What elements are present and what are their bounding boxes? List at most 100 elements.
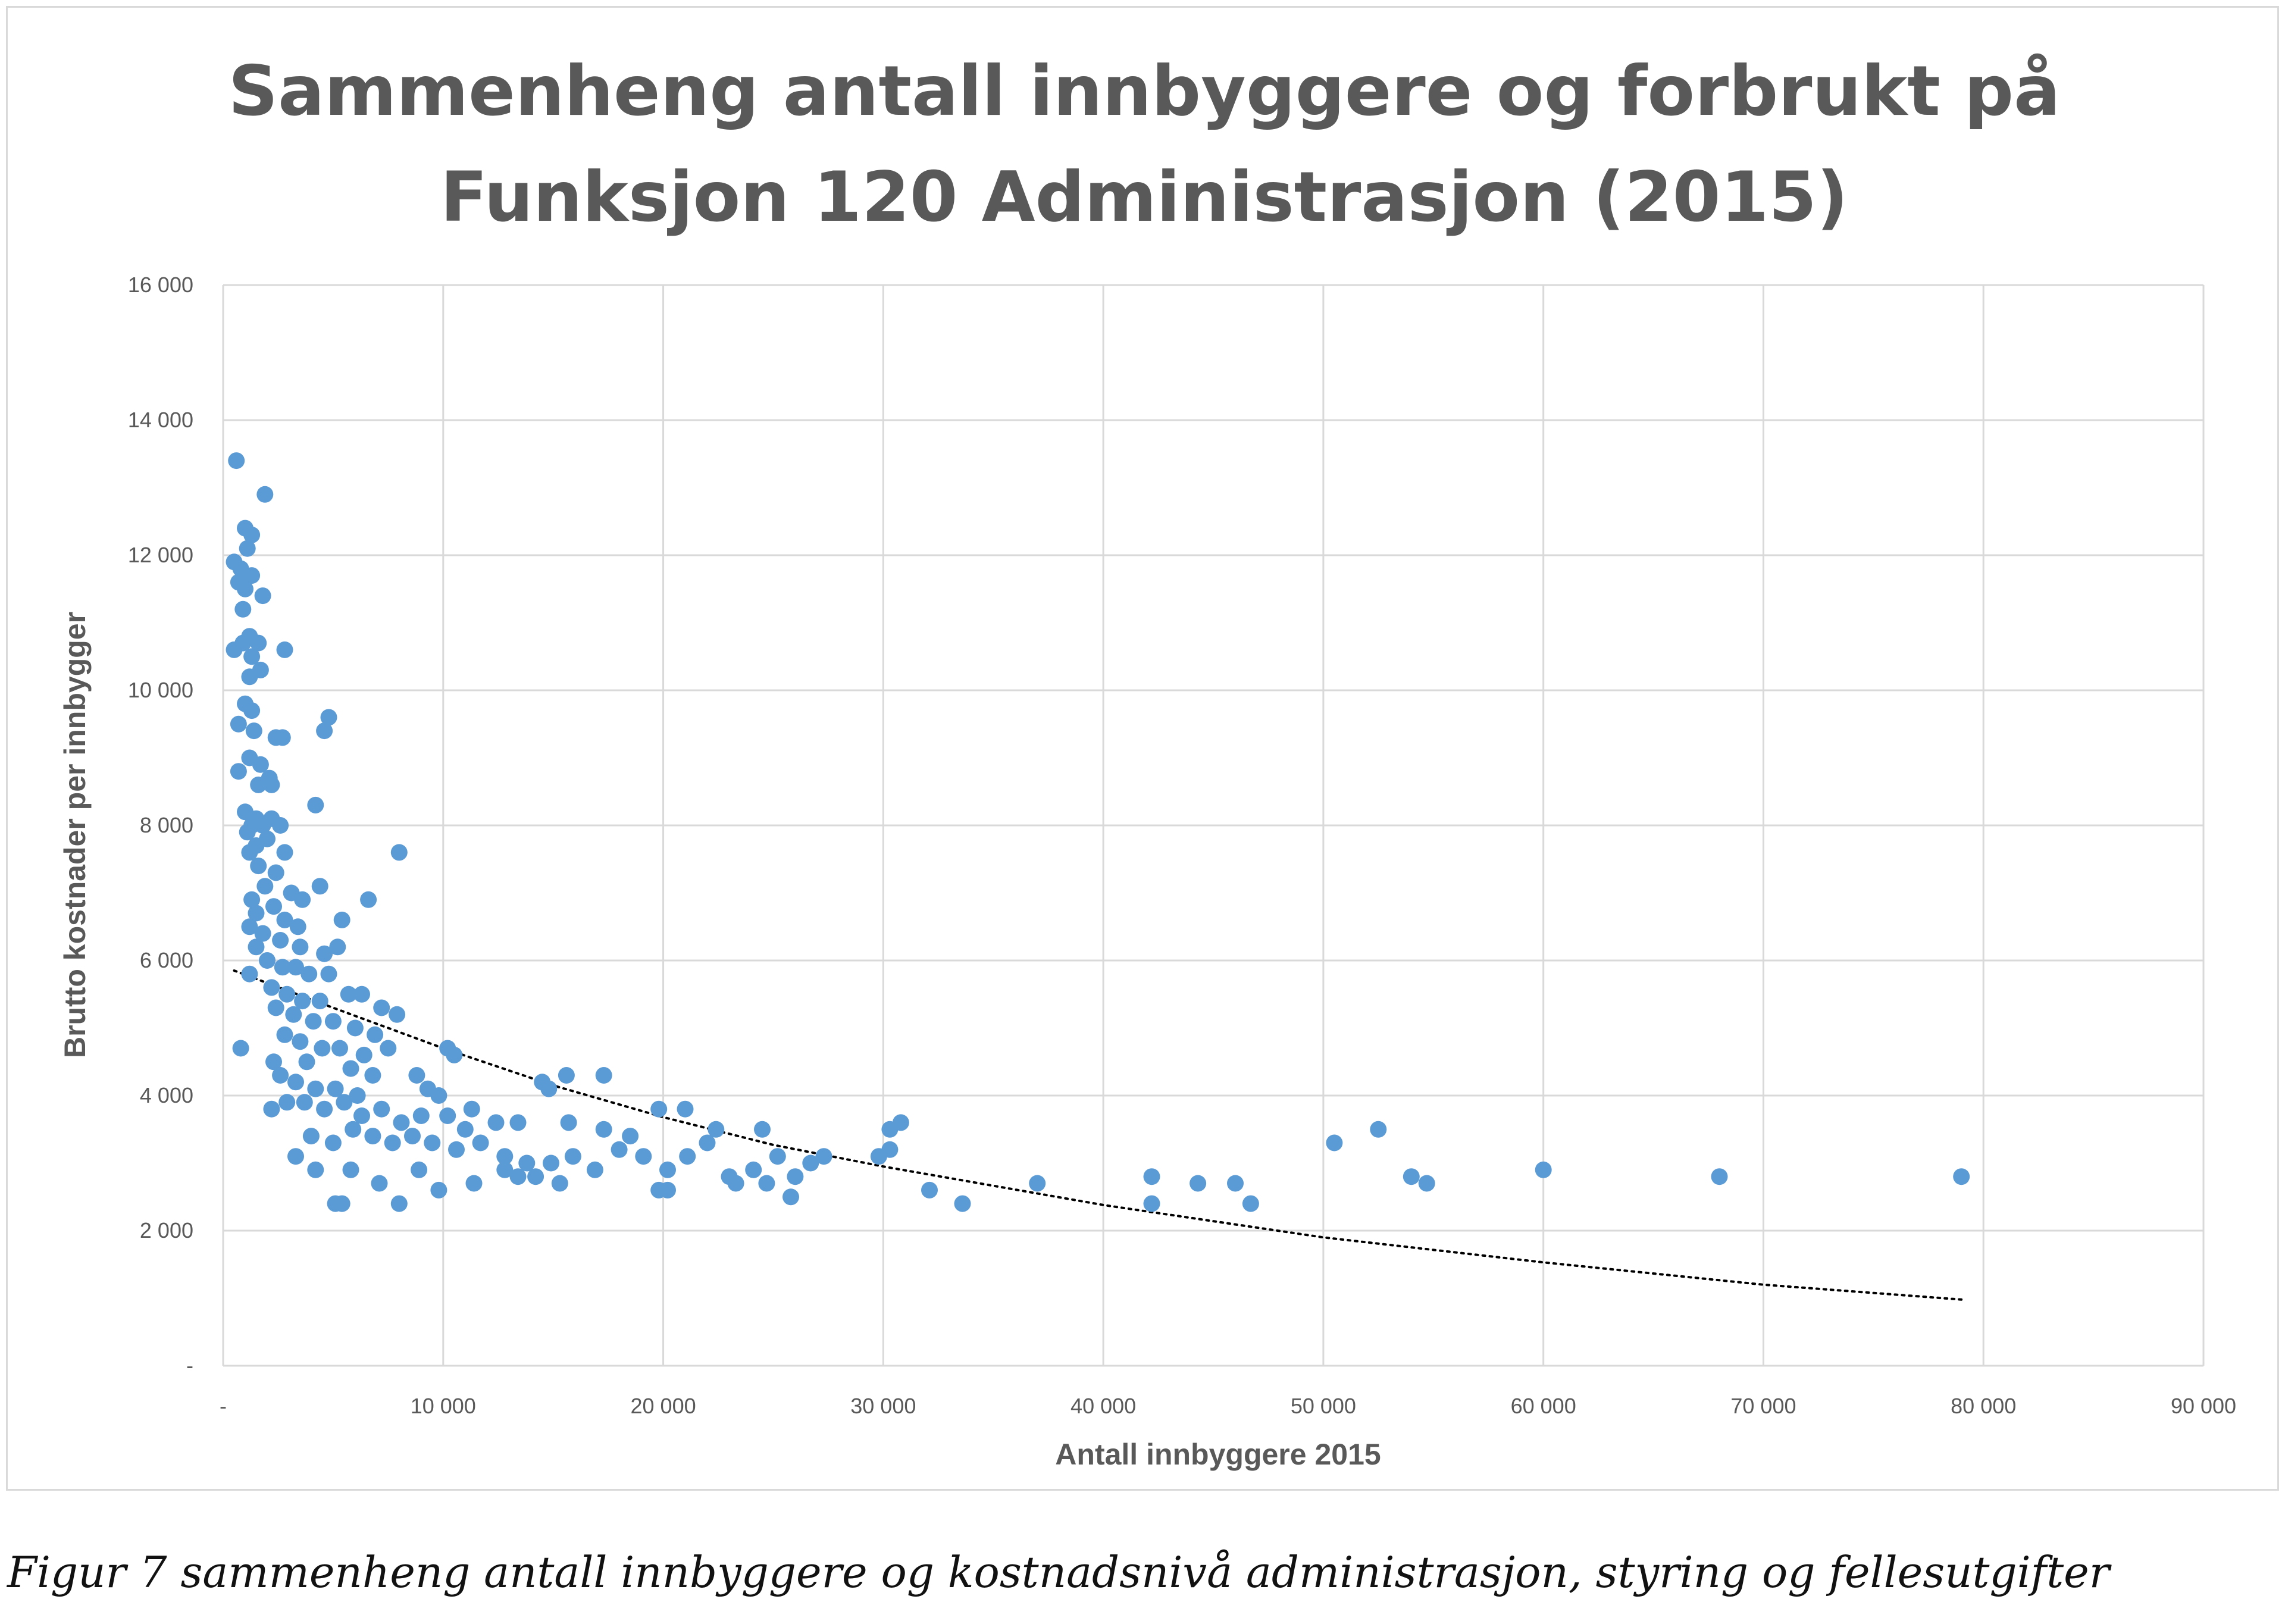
data-point xyxy=(333,1195,350,1212)
data-point xyxy=(324,1134,342,1151)
y-tick-label: 12 000 xyxy=(128,543,193,567)
data-point xyxy=(237,580,253,597)
data-point xyxy=(892,1114,909,1131)
data-point xyxy=(272,1067,289,1084)
data-point xyxy=(302,1128,320,1145)
scatter-chart: Sammenheng antall innbyggere og forbrukt… xyxy=(58,51,2236,1471)
data-point xyxy=(802,1154,819,1172)
data-point xyxy=(1227,1175,1244,1192)
data-point xyxy=(250,858,267,875)
data-point xyxy=(540,1080,558,1097)
data-point xyxy=(558,1067,575,1084)
data-point xyxy=(430,1181,447,1199)
data-point xyxy=(881,1141,899,1158)
data-point xyxy=(296,1094,313,1111)
data-point xyxy=(412,1107,430,1124)
data-point xyxy=(239,540,256,557)
y-axis-title: Brutto kostnader per innbygger xyxy=(58,612,92,1058)
data-point xyxy=(316,1100,333,1118)
data-point xyxy=(1403,1168,1420,1185)
data-point xyxy=(345,1121,362,1138)
data-point xyxy=(679,1148,696,1165)
data-point xyxy=(232,1040,249,1057)
data-point xyxy=(364,1067,381,1084)
data-point xyxy=(727,1175,744,1192)
data-point xyxy=(360,891,377,908)
data-point xyxy=(256,486,274,503)
data-point xyxy=(331,1040,348,1057)
data-point xyxy=(384,1134,401,1151)
data-point xyxy=(259,952,276,969)
data-point xyxy=(263,1100,280,1118)
data-point xyxy=(611,1141,628,1158)
data-point xyxy=(276,844,293,861)
data-point xyxy=(1711,1168,1728,1185)
data-point xyxy=(1190,1175,1207,1192)
data-point xyxy=(267,999,284,1016)
y-tick-label: 14 000 xyxy=(128,408,193,432)
data-point xyxy=(1326,1134,1343,1151)
data-point xyxy=(263,776,280,793)
data-point xyxy=(424,1134,441,1151)
data-point xyxy=(243,526,261,543)
data-point xyxy=(307,1080,324,1097)
x-tick-label: 40 000 xyxy=(1070,1394,1136,1418)
data-point xyxy=(245,722,262,740)
data-point xyxy=(367,1026,384,1043)
data-point xyxy=(256,878,274,895)
data-point xyxy=(276,641,293,658)
data-point xyxy=(390,1195,408,1212)
data-point xyxy=(274,959,291,976)
data-point xyxy=(230,715,247,733)
data-point xyxy=(274,729,291,746)
data-point xyxy=(380,1040,397,1057)
y-tick-label: 16 000 xyxy=(128,273,193,297)
data-point xyxy=(487,1114,505,1131)
data-point xyxy=(1143,1168,1160,1185)
y-tick-label: 4 000 xyxy=(140,1083,193,1107)
data-point xyxy=(769,1148,786,1165)
data-point xyxy=(320,709,337,726)
data-point xyxy=(234,600,252,618)
data-point xyxy=(287,1074,304,1091)
data-point xyxy=(263,979,280,996)
data-point xyxy=(305,1013,322,1030)
data-point xyxy=(327,1080,344,1097)
data-point xyxy=(267,864,284,881)
data-point xyxy=(307,1161,324,1178)
data-point xyxy=(622,1128,639,1145)
data-point xyxy=(276,911,293,928)
data-point xyxy=(272,932,289,949)
data-point xyxy=(254,587,271,605)
data-point xyxy=(333,911,350,928)
chart-title-line-2: Funksjon 120 Administrasjon (2015) xyxy=(440,157,1848,237)
data-point xyxy=(560,1114,577,1131)
data-point xyxy=(373,1100,390,1118)
data-point xyxy=(371,1175,388,1192)
data-point xyxy=(353,985,370,1003)
data-point xyxy=(355,1046,373,1063)
data-point xyxy=(265,898,282,915)
x-tick-label: 10 000 xyxy=(411,1394,476,1418)
data-point xyxy=(311,878,328,895)
data-point xyxy=(635,1148,652,1165)
data-point xyxy=(496,1148,514,1165)
data-point xyxy=(320,965,337,982)
data-point xyxy=(782,1188,799,1206)
data-point xyxy=(430,1087,447,1104)
data-point xyxy=(754,1121,771,1138)
data-point xyxy=(463,1100,480,1118)
data-point xyxy=(324,1013,342,1030)
data-point xyxy=(340,985,357,1003)
data-point xyxy=(389,1006,406,1023)
data-point xyxy=(758,1175,775,1192)
data-point xyxy=(243,891,261,908)
axis-tick-labels: - 2 000 4 000 6 000 8 000 10 000 12 000 14 000 1… xyxy=(128,273,2236,1418)
data-point xyxy=(393,1114,410,1131)
data-point xyxy=(1418,1175,1435,1192)
data-point xyxy=(364,1128,381,1145)
y-tick-label: - xyxy=(186,1353,193,1378)
data-point xyxy=(243,567,261,584)
data-point xyxy=(708,1121,725,1138)
data-point xyxy=(411,1161,428,1178)
